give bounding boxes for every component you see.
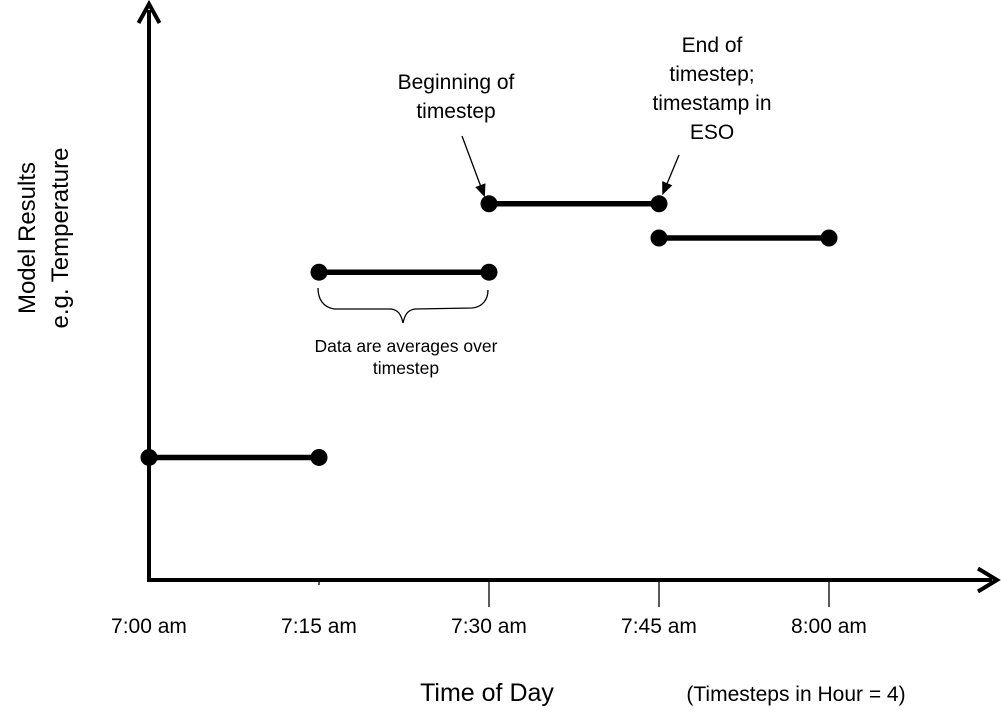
x-tick-label-800am: 8:00 am	[791, 615, 867, 638]
underbrace	[317, 287, 489, 324]
y-axis	[136, 0, 162, 582]
annotation-text-line: timestep	[416, 100, 496, 123]
data-point-dot	[310, 263, 328, 281]
leader-arrow-end	[662, 154, 680, 196]
annotation-text-line: Data are averages over	[314, 336, 498, 356]
x-axis-ticks	[318, 582, 830, 607]
x-tick-label-715am: 7:15 am	[281, 615, 357, 638]
x-tick-label-700am: 7:00 am	[111, 615, 187, 638]
data-point-dot	[480, 195, 498, 213]
data-segments	[140, 195, 838, 466]
annotation-end-of-timestep: End of timestep; timestamp in ESO	[562, 31, 862, 147]
data-segment	[140, 448, 328, 466]
annotation-text-line: timestep	[372, 358, 440, 378]
annotation-text-line: timestep;	[669, 63, 755, 86]
data-point-dot	[650, 229, 668, 247]
data-point-dot	[480, 263, 498, 281]
y-axis-title: Model Results e.g. Temperature	[11, 148, 77, 329]
y-axis-title-line1: Model Results	[14, 161, 41, 315]
x-axis-arrowhead-icon	[976, 566, 1001, 594]
annotation-text-line: timestamp in	[652, 92, 772, 115]
annotation-data-averages: Data are averages over timestep	[256, 335, 556, 379]
data-point-dot	[650, 195, 668, 213]
x-tick-label-745am: 7:45 am	[621, 615, 697, 638]
y-axis-arrowhead-icon	[136, 0, 162, 24]
data-segment	[480, 195, 668, 213]
data-segment	[650, 229, 838, 247]
annotation-beginning-of-timestep: Beginning of timestep	[306, 68, 606, 126]
data-segment	[310, 263, 498, 281]
data-point-dot	[140, 448, 158, 466]
annotation-text-line: End of	[681, 34, 743, 57]
x-axis	[147, 566, 1001, 594]
x-axis-title: Time of Day	[420, 679, 554, 707]
x-tick-label-730am: 7:30 am	[451, 615, 527, 638]
data-point-dot	[310, 448, 328, 466]
leader-arrow-beginning	[461, 135, 486, 198]
leader-arrows	[461, 135, 680, 198]
annotation-text-line: Beginning of	[397, 71, 515, 94]
annotation-text-line: ESO	[689, 121, 735, 144]
y-axis-title-line2: e.g. Temperature	[47, 147, 74, 329]
data-point-dot	[820, 229, 838, 247]
x-axis-note: (Timesteps in Hour = 4)	[686, 683, 906, 706]
